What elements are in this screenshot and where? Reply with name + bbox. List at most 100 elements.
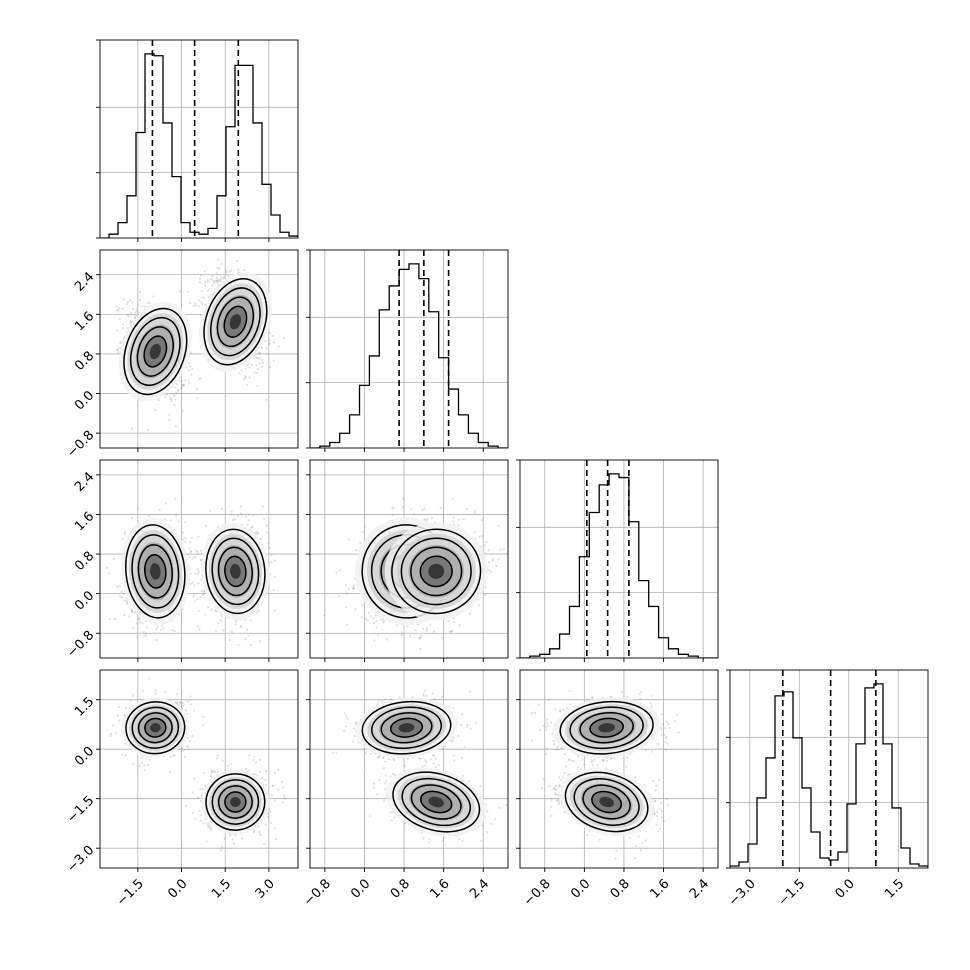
- scatter-point: [122, 592, 125, 596]
- scatter-point: [121, 537, 124, 540]
- panel-2-0: [96, 459, 299, 662]
- scatter-point: [215, 610, 218, 613]
- scatter-point: [107, 572, 110, 575]
- density-fill: [229, 314, 241, 330]
- scatter-point: [256, 532, 259, 536]
- scatter-point: [187, 547, 191, 550]
- scatter-point: [258, 362, 261, 365]
- scatter-point: [199, 274, 203, 277]
- density-blob: [118, 301, 192, 402]
- scatter-point: [193, 584, 196, 587]
- scatter-point: [190, 373, 193, 376]
- scatter-point: [448, 630, 452, 633]
- scatter-point: [265, 398, 268, 401]
- density-fill: [230, 563, 241, 579]
- panel-frame: [309, 249, 509, 449]
- scatter-point: [450, 630, 453, 633]
- panel-content: [100, 40, 298, 238]
- scatter-point: [269, 573, 272, 576]
- histogram-step-0: [100, 53, 298, 238]
- scatter-point: [261, 505, 264, 508]
- scatter-point: [179, 387, 183, 390]
- scatter-point: [210, 608, 213, 611]
- scatter-point: [184, 536, 187, 540]
- scatter-point: [137, 617, 141, 620]
- scatter-point: [125, 602, 128, 605]
- scatter-point: [194, 302, 197, 305]
- scatter-point: [126, 300, 130, 304]
- scatter-point: [268, 546, 271, 549]
- scatter-point: [406, 625, 409, 628]
- scatter-point: [222, 275, 226, 279]
- scatter-point: [176, 388, 179, 391]
- density-blob: [121, 517, 190, 626]
- scatter-point: [432, 630, 436, 633]
- scatter-point: [426, 518, 429, 521]
- scatter-point: [136, 310, 139, 313]
- scatter-point: [483, 544, 487, 547]
- scatter-point: [163, 517, 166, 521]
- scatter-point: [194, 304, 197, 307]
- scatter-point: [431, 516, 434, 520]
- scatter-point: [187, 290, 190, 293]
- scatter-point: [402, 497, 405, 500]
- scatter-point: [108, 618, 111, 621]
- scatter-point: [217, 279, 220, 282]
- scatter-point: [255, 372, 259, 375]
- scatter-point: [126, 327, 129, 330]
- scatter-point: [248, 366, 251, 369]
- scatter-point: [144, 634, 147, 638]
- scatter-point: [198, 377, 201, 380]
- scatter-point: [168, 418, 171, 422]
- scatter-point: [198, 628, 201, 631]
- scatter-point: [141, 622, 144, 625]
- scatter-point: [264, 340, 267, 343]
- scatter-point: [131, 301, 134, 304]
- scatter-point: [239, 512, 243, 515]
- scatter-point: [196, 572, 199, 576]
- scatter-point: [239, 505, 243, 508]
- scatter-point: [120, 596, 124, 599]
- scatter-point: [134, 311, 137, 314]
- scatter-point: [112, 557, 115, 561]
- scatter-point: [375, 626, 378, 629]
- scatter-point: [189, 302, 192, 305]
- scatter-point: [158, 508, 161, 511]
- scatter-point: [266, 352, 269, 355]
- scatter-point: [253, 371, 256, 374]
- scatter-point: [113, 617, 117, 621]
- scatter-point: [177, 389, 180, 392]
- scatter-point: [248, 376, 251, 379]
- scatter-point: [244, 376, 247, 379]
- scatter-point: [268, 366, 271, 369]
- scatter-point: [216, 267, 219, 270]
- scatter-point: [258, 357, 261, 360]
- scatter-point: [197, 535, 200, 538]
- scatter-point: [203, 596, 206, 599]
- scatter-point: [243, 269, 246, 272]
- scatter-point: [252, 514, 255, 517]
- scatter-point: [227, 274, 230, 277]
- scatter-point: [323, 614, 326, 617]
- scatter-point: [208, 534, 211, 537]
- scatter-point: [395, 624, 398, 627]
- scatter-point: [260, 365, 263, 368]
- scatter-point: [177, 520, 180, 523]
- scatter-point: [131, 627, 134, 630]
- contour-line: [224, 555, 247, 588]
- scatter-point: [251, 525, 254, 528]
- scatter-point: [199, 558, 203, 561]
- scatter-point: [199, 377, 202, 380]
- panel-content: [100, 460, 298, 658]
- contour-line: [143, 335, 168, 368]
- scatter-point: [189, 365, 192, 368]
- scatter-point: [261, 361, 265, 364]
- scatter-point: [206, 278, 209, 282]
- contour-line: [216, 296, 255, 348]
- contour-line: [203, 278, 268, 366]
- contour-line: [125, 524, 186, 619]
- scatter-point: [180, 379, 183, 383]
- density-blob: [199, 271, 272, 372]
- scatter-point: [142, 630, 145, 634]
- scatter-point: [175, 391, 178, 394]
